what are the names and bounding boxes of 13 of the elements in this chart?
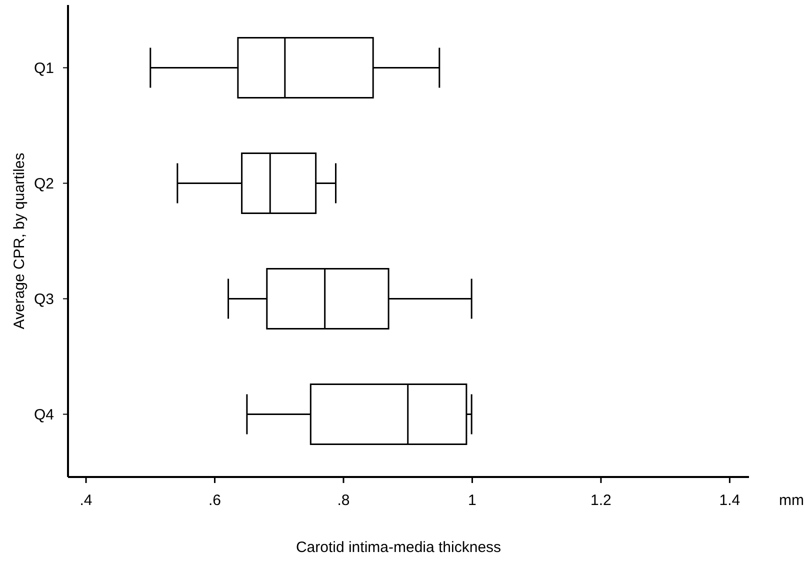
text: mm	[779, 492, 804, 509]
y-tick-label: Q4	[34, 406, 54, 424]
x-tick-label: 1	[468, 492, 476, 509]
y-tick-label: Q1	[34, 60, 54, 77]
x-tick-label: .6	[208, 492, 222, 509]
x-tick-label: .4	[80, 492, 92, 509]
x-tick-label: .8	[337, 492, 350, 509]
y-tick-label: Q2	[34, 175, 54, 192]
y-axis-title: Average CPR, by quartiles	[11, 152, 28, 330]
x-tick-label: 1.2	[590, 492, 612, 509]
x-tick-label: 1.4	[719, 492, 740, 509]
x-axis-title: Carotid intima-media thickness	[296, 539, 502, 556]
y-tick-label: Q3	[34, 290, 54, 308]
